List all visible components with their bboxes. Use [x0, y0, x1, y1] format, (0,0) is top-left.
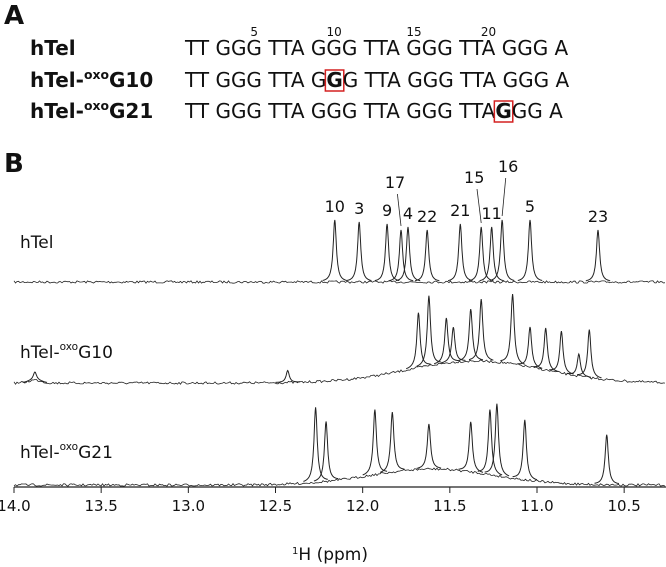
name-sup: oxo: [84, 67, 109, 82]
x-tick-label: 12.0: [346, 497, 379, 515]
panel-label: A: [4, 1, 24, 31]
position-number: 15: [406, 25, 421, 39]
row-name: hTel-oxoG21: [20, 441, 113, 463]
peak: [594, 434, 620, 485]
peak: [479, 226, 504, 282]
peak: [566, 352, 592, 378]
peak-label: 23: [588, 207, 608, 226]
peak-label: 4: [403, 204, 413, 223]
peak: [447, 223, 473, 282]
x-axis-label-sup: 1: [292, 546, 298, 557]
peak: [477, 409, 503, 476]
peak-label: 22: [417, 207, 437, 226]
peak: [362, 409, 388, 476]
peak: [395, 226, 421, 282]
peak: [468, 226, 494, 282]
name-part: hTel-: [30, 99, 84, 123]
sequence: G TTA GGG TTA GGG A: [343, 68, 570, 92]
panel-label: B: [4, 149, 24, 179]
baseline: [13, 280, 666, 284]
baseline: [13, 467, 666, 487]
x-axis-label-text: H (ppm): [298, 545, 368, 565]
x-tick-label: 12.5: [259, 497, 292, 515]
row-name: hTel-oxoG21: [30, 98, 153, 123]
sequence: TT GGG TTA GGG TTA GGG TTA: [184, 99, 496, 123]
peak: [346, 221, 372, 282]
peak: [458, 421, 484, 473]
peak: [22, 371, 48, 383]
sequence-highlight: G: [326, 68, 342, 92]
peak-label: 15: [464, 168, 484, 187]
peak: [549, 330, 574, 375]
peak: [489, 219, 515, 281]
peak-label: 5: [525, 197, 535, 216]
row-name: hTel-oxoG10: [20, 341, 113, 363]
name-part: hTel-: [20, 443, 60, 463]
baseline: [13, 359, 666, 385]
name-sup: oxo: [84, 98, 109, 113]
peak-label: 17: [385, 173, 405, 192]
peak: [458, 309, 484, 361]
peak: [275, 369, 301, 383]
x-tick-label: 11.0: [520, 497, 553, 515]
highlight-box: [324, 69, 345, 92]
name-part: hTel: [20, 233, 53, 253]
x-tick-label: 13.5: [84, 497, 117, 515]
leader-line: [476, 188, 482, 224]
position-number: 5: [250, 25, 258, 39]
x-tick-label: 13.0: [172, 497, 205, 515]
peak: [415, 229, 440, 282]
row-name: hTel-oxoG10: [30, 67, 153, 92]
leader-line: [501, 177, 507, 217]
peak-label: 3: [354, 199, 364, 218]
peak-label: 11: [481, 204, 501, 223]
name-sup: oxo: [60, 341, 78, 353]
peak: [313, 421, 339, 482]
x-tick-label: 10.5: [607, 497, 640, 515]
peak: [434, 317, 459, 365]
peak: [379, 412, 405, 473]
leader-line: [397, 193, 402, 227]
peak-label: 9: [382, 201, 392, 220]
name-part: G21: [78, 443, 113, 463]
peak: [512, 419, 538, 481]
name-part: G10: [78, 343, 113, 363]
name-part: hTel-: [30, 68, 84, 92]
x-axis-label: 1H (ppm): [292, 545, 368, 565]
peak: [388, 229, 414, 282]
peak: [303, 407, 328, 482]
sequence: TT GGG TTA G: [184, 68, 326, 92]
highlight-box: [493, 100, 514, 123]
peak-label: 21: [450, 201, 470, 220]
x-tick-label: 14.0: [0, 497, 31, 515]
row-name: hTel: [30, 36, 76, 60]
peak: [517, 219, 543, 281]
sequence: GG A: [512, 99, 563, 123]
peak: [416, 295, 442, 367]
peak-label: 16: [498, 157, 518, 176]
peak: [416, 423, 442, 469]
peak: [577, 329, 602, 379]
sequence-highlight: G: [495, 99, 511, 123]
peak: [500, 293, 526, 365]
name-sup: oxo: [60, 441, 78, 453]
name-part: hTel: [30, 36, 76, 60]
peak: [533, 327, 559, 372]
name-part: hTel-: [20, 343, 60, 363]
name-part: G21: [109, 99, 153, 123]
peak: [484, 403, 510, 477]
sequence: TT GGG TTA GGG TTA GGG TTA GGG A: [184, 36, 569, 60]
peak: [322, 219, 348, 281]
name-part: G10: [109, 68, 153, 92]
peak: [374, 223, 400, 282]
peak: [585, 229, 611, 282]
x-tick-label: 11.5: [433, 497, 466, 515]
peak: [406, 312, 431, 370]
peak-label: 10: [325, 197, 345, 216]
position-number: 10: [326, 25, 341, 39]
position-number: 20: [481, 25, 496, 39]
row-name: hTel: [20, 233, 53, 253]
peak: [468, 299, 494, 361]
